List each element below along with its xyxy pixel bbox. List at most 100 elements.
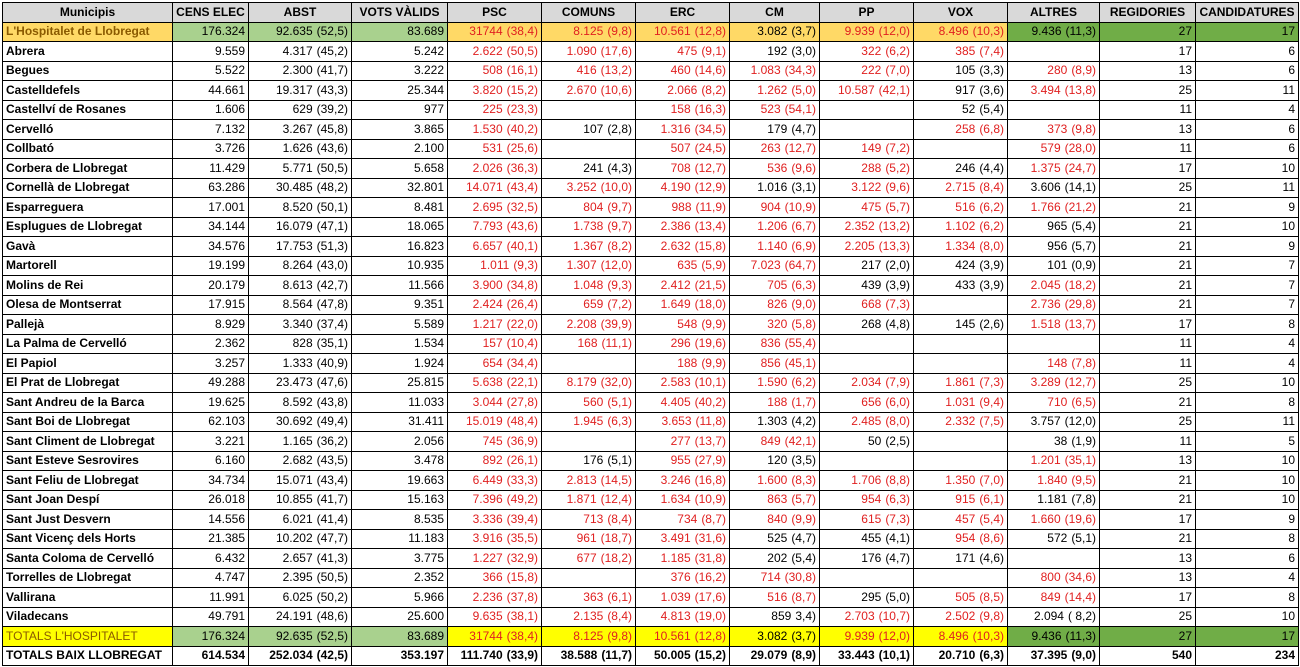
vots-valids-cell: 25.600 bbox=[351, 606, 448, 627]
party-cell: 3.653 (11,8) bbox=[635, 411, 730, 432]
party-percent: (9,0) bbox=[1071, 648, 1096, 663]
party-percent: (2,6) bbox=[979, 316, 1004, 331]
party-votes: 917 bbox=[955, 82, 976, 97]
abst-value: 2.657 bbox=[282, 550, 313, 565]
party-cell: 2.485 (8,0) bbox=[819, 411, 914, 432]
municipality-name: Gavà bbox=[2, 236, 173, 257]
party-cell: 222 (7,0) bbox=[819, 60, 914, 81]
party-percent: (34,5) bbox=[694, 121, 726, 136]
municipality-name: Cervelló bbox=[2, 119, 173, 140]
party-percent: (15,2) bbox=[694, 648, 726, 663]
party-votes: 320 bbox=[767, 316, 788, 331]
party-votes: 516 bbox=[767, 589, 788, 604]
party-percent: (6,0) bbox=[885, 394, 910, 409]
column-header: ABST bbox=[248, 2, 352, 23]
party-cell: 202 (5,4) bbox=[729, 548, 820, 569]
party-cell: 1.334 (8,0) bbox=[913, 236, 1008, 257]
party-cell: 1.181 (7,8) bbox=[1007, 489, 1100, 510]
party-votes: 296 bbox=[670, 336, 691, 351]
party-percent: (36,9) bbox=[506, 433, 538, 448]
regidories-cell: 11 bbox=[1099, 431, 1196, 452]
party-votes: 659 bbox=[583, 297, 604, 312]
party-percent: (9,0) bbox=[791, 297, 816, 312]
party-percent: (7,4) bbox=[979, 43, 1004, 58]
party-cell: 965 (5,4) bbox=[1007, 216, 1100, 237]
candidatures-cell: 8 bbox=[1195, 528, 1299, 549]
party-cell: 2.236 (37,8) bbox=[447, 587, 542, 608]
party-cell: 475 (9,1) bbox=[635, 41, 730, 62]
party-percent: (35,5) bbox=[506, 531, 538, 546]
cens-cell: 6.160 bbox=[172, 450, 249, 471]
party-votes: 836 bbox=[760, 336, 781, 351]
abst-percent: (51,3) bbox=[316, 238, 348, 253]
candidatures-cell: 4 bbox=[1195, 567, 1299, 588]
party-votes: 3.900 bbox=[472, 277, 503, 292]
vots-valids-cell: 977 bbox=[351, 99, 448, 120]
party-percent: (2,5) bbox=[885, 433, 910, 448]
party-votes: 149 bbox=[861, 141, 882, 156]
party-cell: 10.587 (42,1) bbox=[819, 80, 914, 101]
cens-cell: 3.726 bbox=[172, 138, 249, 159]
party-cell: 176 (4,7) bbox=[819, 548, 914, 569]
party-votes: 656 bbox=[861, 394, 882, 409]
municipality-row: Castelldefels 44.661 19.317 (43,3) 25.344 3.8… bbox=[2, 80, 1299, 101]
party-cell: 1.217 (22,0) bbox=[447, 314, 542, 335]
party-cell: 9.939 (12,0) bbox=[819, 626, 914, 647]
column-header: CM bbox=[729, 2, 820, 23]
party-percent: (6,7) bbox=[791, 219, 816, 234]
party-cell: 4.190 (12,9) bbox=[635, 177, 730, 198]
party-cell: 3.044 (27,8) bbox=[447, 392, 542, 413]
party-votes: 2.386 bbox=[660, 219, 691, 234]
party-votes: 954 bbox=[955, 531, 976, 546]
abst-cell: 8.613 (42,7) bbox=[248, 275, 352, 296]
party-votes: 2.236 bbox=[472, 589, 503, 604]
abst-percent: (36,2) bbox=[316, 433, 348, 448]
abst-cell: 24.191 (48,6) bbox=[248, 606, 352, 627]
cens-cell: 34.734 bbox=[172, 470, 249, 491]
vots-valids-cell: 19.663 bbox=[351, 470, 448, 491]
abst-percent: (43,5) bbox=[316, 453, 348, 468]
party-votes: 677 bbox=[576, 550, 597, 565]
party-percent: (4,7) bbox=[885, 550, 910, 565]
party-percent: (10,1) bbox=[694, 375, 726, 390]
vots-valids-cell: 25.344 bbox=[351, 80, 448, 101]
party-votes: 2.632 bbox=[660, 238, 691, 253]
party-cell: 157 (10,4) bbox=[447, 333, 542, 354]
candidatures-cell: 17 bbox=[1195, 21, 1299, 42]
party-percent: (45,1) bbox=[784, 355, 816, 370]
party-percent: (6,3) bbox=[979, 648, 1004, 663]
party-cell bbox=[819, 99, 914, 120]
party-votes: 635 bbox=[677, 258, 698, 273]
party-cell: 3.289 (12,7) bbox=[1007, 372, 1100, 393]
party-cell: 1.083 (34,3) bbox=[729, 60, 820, 81]
party-votes: 3.653 bbox=[661, 414, 692, 429]
party-cell: 50 (2,5) bbox=[819, 431, 914, 452]
party-votes: 8.125 bbox=[573, 24, 604, 39]
totals-row: TOTALS L'HOSPITALET 176.324 92.635 (52,5) 83… bbox=[2, 626, 1299, 647]
vots-valids-cell: 1.534 bbox=[351, 333, 448, 354]
party-votes: 2.332 bbox=[945, 414, 976, 429]
column-header: Municipis bbox=[2, 2, 173, 23]
municipality-row: El Papiol 3.257 1.333 (40,9) 1.924 654 (34,4) 1… bbox=[2, 353, 1299, 374]
party-votes: 1.518 bbox=[1030, 316, 1061, 331]
vots-valids-cell: 5.658 bbox=[351, 158, 448, 179]
candidatures-cell: 8 bbox=[1195, 587, 1299, 608]
party-percent: (13,3) bbox=[878, 238, 910, 253]
candidatures-cell: 9 bbox=[1195, 197, 1299, 218]
party-cell: 1.031 (9,4) bbox=[913, 392, 1008, 413]
party-percent: (26,4) bbox=[506, 297, 538, 312]
column-header: VOX bbox=[913, 2, 1008, 23]
column-header: PSC bbox=[447, 2, 542, 23]
party-percent: (19,6) bbox=[694, 336, 726, 351]
party-cell: 171 (4,6) bbox=[913, 548, 1008, 569]
party-cell: 2.045 (18,2) bbox=[1007, 275, 1100, 296]
party-percent: (8,5) bbox=[979, 589, 1004, 604]
party-votes: 38 bbox=[1053, 433, 1068, 448]
party-percent: (38,1) bbox=[506, 609, 538, 624]
regidories-cell: 25 bbox=[1099, 80, 1196, 101]
party-percent: (55,4) bbox=[784, 336, 816, 351]
party-cell: 536 (9,6) bbox=[729, 158, 820, 179]
party-percent: (28,0) bbox=[1064, 141, 1096, 156]
party-percent: (34,6) bbox=[1064, 570, 1096, 585]
party-percent: (17,6) bbox=[694, 589, 726, 604]
